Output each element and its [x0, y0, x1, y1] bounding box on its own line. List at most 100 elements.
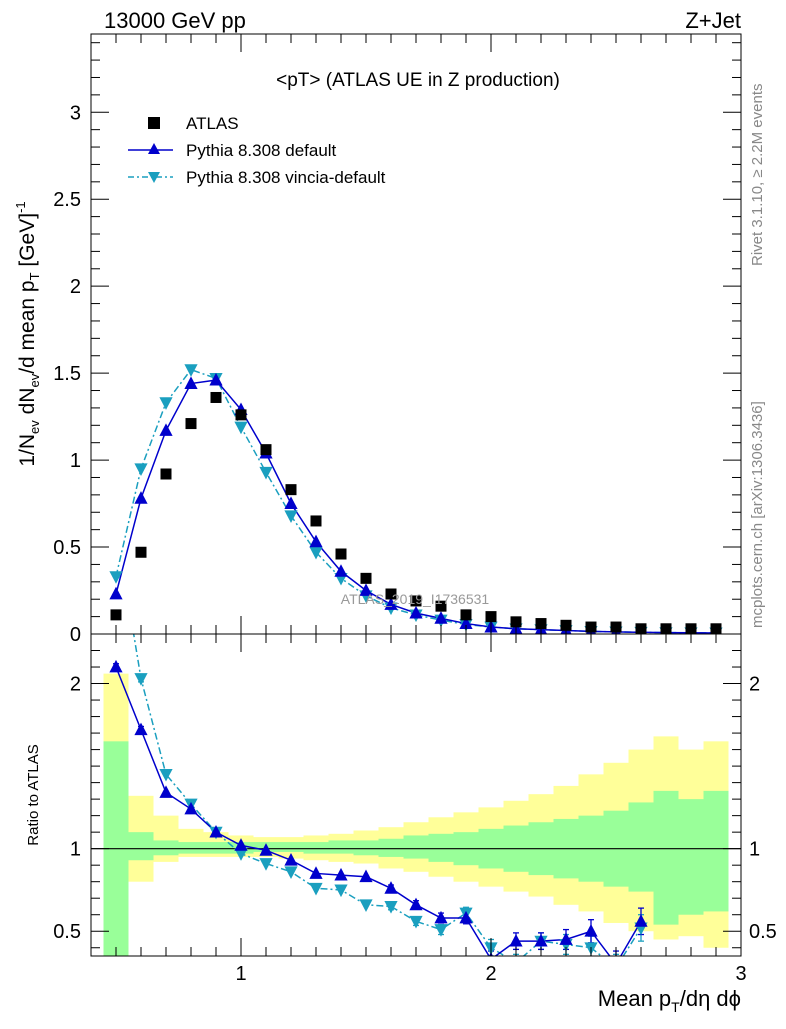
- main-y-tick-label: 0.5: [53, 537, 81, 559]
- ratio-axes: 0.5 0.5 1 1 2 2 1 2 3: [53, 633, 777, 985]
- inner-band-bin: [653, 790, 679, 925]
- main-y-tick-label: 0: [70, 624, 81, 646]
- vincia-point: [309, 546, 323, 560]
- ratio-vincia-point: [159, 768, 173, 782]
- main-plot-area: [109, 364, 723, 634]
- atlas-point: [360, 572, 372, 584]
- ratio-pythia-default-point: [584, 924, 598, 937]
- ratio-y-tick-label-right: 0.5: [749, 921, 777, 943]
- atlas-point: [310, 515, 322, 527]
- atlas-point: [110, 609, 122, 621]
- legend-pythia-default-label: Pythia 8.308 default: [186, 141, 337, 160]
- ratio-uncertainty-bands: [103, 673, 729, 956]
- legend-vincia-label: Pythia 8.308 vincia-default: [186, 168, 386, 187]
- vincia-point: [109, 571, 123, 584]
- atlas-point: [435, 600, 447, 612]
- ratio-pythia-default-point: [109, 659, 123, 673]
- atlas-point: [160, 468, 172, 480]
- rivet-version-label: Rivet 3.1.10, ≥ 2.2M events: [749, 84, 766, 267]
- atlas-point: [410, 595, 422, 607]
- ratio-pythia-default-point: [359, 869, 373, 883]
- ratio-pythia-default-point: [434, 910, 448, 924]
- ratio-pythia-default-point: [334, 867, 348, 881]
- ratio-y-tick-label-right: 1: [749, 839, 760, 861]
- ratio-y-tick-label: 0.5: [53, 921, 81, 943]
- inner-band-bin: [178, 842, 204, 854]
- inner-band-bin: [628, 802, 654, 892]
- ratio-vincia-point: [309, 882, 323, 896]
- legend-atlas-marker: [148, 117, 160, 129]
- ratio-plot-area: [91, 634, 741, 975]
- ratio-vincia-point: [259, 858, 273, 871]
- atlas-point: [260, 444, 272, 456]
- inner-band-bin: [428, 833, 454, 862]
- process-label: Z+Jet: [685, 8, 741, 33]
- ratio-pythia-default-point: [559, 932, 573, 945]
- x-tick-label: 1: [235, 963, 246, 985]
- pythia-default-point: [134, 491, 148, 504]
- pythia-default-point: [359, 583, 373, 596]
- inner-band-bin: [353, 840, 379, 856]
- atlas-point: [135, 546, 147, 558]
- pythia-default-point: [434, 611, 448, 624]
- atlas-point: [535, 618, 547, 630]
- ratio-vincia-point: [284, 866, 298, 879]
- inner-band-bin: [328, 840, 354, 854]
- pythia-default-point: [334, 564, 348, 577]
- atlas-point: [235, 409, 247, 421]
- ratio-vincia-point: [134, 673, 148, 686]
- atlas-point: [285, 484, 297, 496]
- pythia-default-point: [184, 376, 198, 389]
- inner-band-bin: [203, 842, 229, 854]
- ratio-vincia-point: [434, 924, 448, 937]
- ratio-pythia-default-point: [259, 843, 273, 856]
- ratio-vincia-point: [384, 901, 398, 914]
- inner-band-bin: [103, 741, 129, 956]
- inner-band-bin: [303, 842, 329, 854]
- vincia-point: [134, 463, 148, 476]
- pythia-default-point: [209, 372, 223, 386]
- ratio-y-axis-label: Ratio to ATLAS: [25, 744, 42, 845]
- ratio-vincia-point: [359, 899, 373, 913]
- ratio-vincia-point: [234, 848, 248, 861]
- vincia-point: [184, 364, 198, 377]
- ratio-pythia-default-point: [309, 866, 323, 879]
- ratio-pythia-default-point: [184, 801, 198, 815]
- analysis-watermark: ATLAS_2019_I1736531: [341, 591, 490, 607]
- ratio-pythia-default-point: [509, 933, 523, 947]
- legend-pythia-default-marker: [148, 143, 160, 154]
- vincia-point: [234, 421, 248, 435]
- pythia-default-point: [409, 605, 423, 619]
- vincia-point: [159, 397, 173, 410]
- vincia-point: [284, 510, 298, 523]
- pythia-default-point: [109, 586, 123, 600]
- ratio-vincia-point: [609, 962, 622, 975]
- main-y-tick-label: 1.5: [53, 363, 81, 385]
- inner-band-bin: [703, 790, 729, 912]
- inner-band-bin: [153, 840, 179, 856]
- pythia-default-point: [284, 496, 298, 509]
- inner-band-bin: [678, 799, 704, 915]
- main-axes: 0 0.5 1 1.5 2 2.5 3: [53, 33, 742, 646]
- pythia-default-point: [159, 423, 173, 436]
- ratio-pythia-default-point: [384, 881, 398, 894]
- ratio-vincia-point: [509, 957, 522, 970]
- inner-band-bin: [378, 838, 404, 857]
- inner-band-bin: [128, 832, 154, 861]
- atlas-point: [185, 418, 197, 430]
- ratio-pythia-default-point: [209, 824, 223, 838]
- atlas-point: [210, 391, 222, 403]
- atlas-point: [335, 548, 347, 560]
- ratio-pythia-default-point: [634, 914, 648, 927]
- ratio-pythia-default-point: [409, 897, 423, 911]
- ratio-pythia-default-point: [609, 957, 622, 970]
- ratio-pythia-default-point: [534, 933, 548, 947]
- atlas-point: [510, 616, 522, 628]
- vincia-point: [259, 466, 273, 480]
- inner-band-bin: [278, 842, 304, 852]
- x-axis-label: Mean pT/dη dϕ: [598, 986, 741, 1015]
- main-y-tick-label: 3: [70, 102, 81, 124]
- ratio-y-tick-label: 1: [70, 839, 81, 861]
